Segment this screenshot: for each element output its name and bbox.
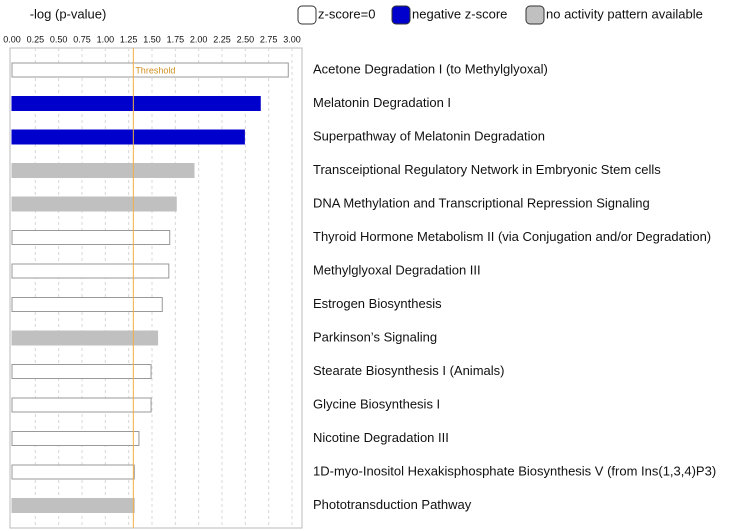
legend-label: z-score=0 [318, 6, 375, 21]
x-tick-label: 0.25 [27, 34, 45, 44]
chart-title: -log (p-value) [30, 6, 107, 21]
bar [11, 163, 195, 178]
category-label: 1D-myo-Inositol Hexakisphosphate Biosynt… [313, 463, 716, 478]
category-label: Phototransduction Pathway [313, 497, 472, 512]
bar [11, 196, 177, 212]
x-tick-label: 2.00 [190, 34, 208, 44]
category-label: Glycine Biosynthesis I [313, 396, 440, 411]
bar [11, 364, 152, 379]
category-label: Transceiptional Regulatory Network in Em… [313, 162, 661, 177]
x-tick-label: 1.00 [97, 34, 115, 44]
x-tick-label: 0.50 [50, 34, 68, 44]
category-label: Stearate Biosynthesis I (Animals) [313, 363, 504, 378]
plot-frame [9, 47, 303, 529]
bar [11, 129, 245, 145]
x-tick-label: 1.50 [143, 34, 161, 44]
category-label: Melatonin Degradation I [313, 95, 451, 110]
category-label: Methylglyoxal Degradation III [313, 262, 481, 277]
bar [11, 397, 152, 413]
legend-swatch [525, 5, 545, 25]
bar [11, 230, 171, 245]
x-tick-label: 2.50 [237, 34, 255, 44]
x-tick-label: 0.75 [73, 34, 91, 44]
category-label: Superpathway of Melatonin Degradation [313, 128, 545, 143]
bar [11, 431, 140, 446]
x-tick-label: 2.25 [213, 34, 231, 44]
bar [11, 297, 163, 312]
x-tick-label: 3.00 [283, 34, 301, 44]
bar [11, 330, 159, 346]
bar [11, 96, 261, 111]
legend-label: no activity pattern available [546, 6, 703, 21]
category-label: DNA Methylation and Transcriptional Repr… [313, 195, 650, 210]
category-label: Nicotine Degradation III [313, 430, 449, 445]
category-label: Estrogen Biosynthesis [313, 296, 442, 311]
x-tick-label: 0.00 [3, 34, 21, 44]
threshold-label: Threshold [135, 65, 175, 75]
x-tick-label: 2.75 [260, 34, 278, 44]
bar [11, 263, 170, 279]
x-tick-label: 1.25 [120, 34, 138, 44]
category-label: Thyroid Hormone Metabolism II (via Conju… [313, 229, 711, 244]
bar [11, 498, 135, 513]
legend-label: negative z-score [412, 6, 507, 21]
legend-swatch [391, 5, 411, 25]
category-label: Acetone Degradation I (to Methylglyoxal) [313, 61, 548, 76]
bar [11, 464, 135, 480]
x-tick-label: 1.75 [167, 34, 185, 44]
bar [11, 62, 289, 78]
legend-swatch [297, 5, 317, 25]
category-label: Parkinson’s Signaling [313, 329, 437, 344]
